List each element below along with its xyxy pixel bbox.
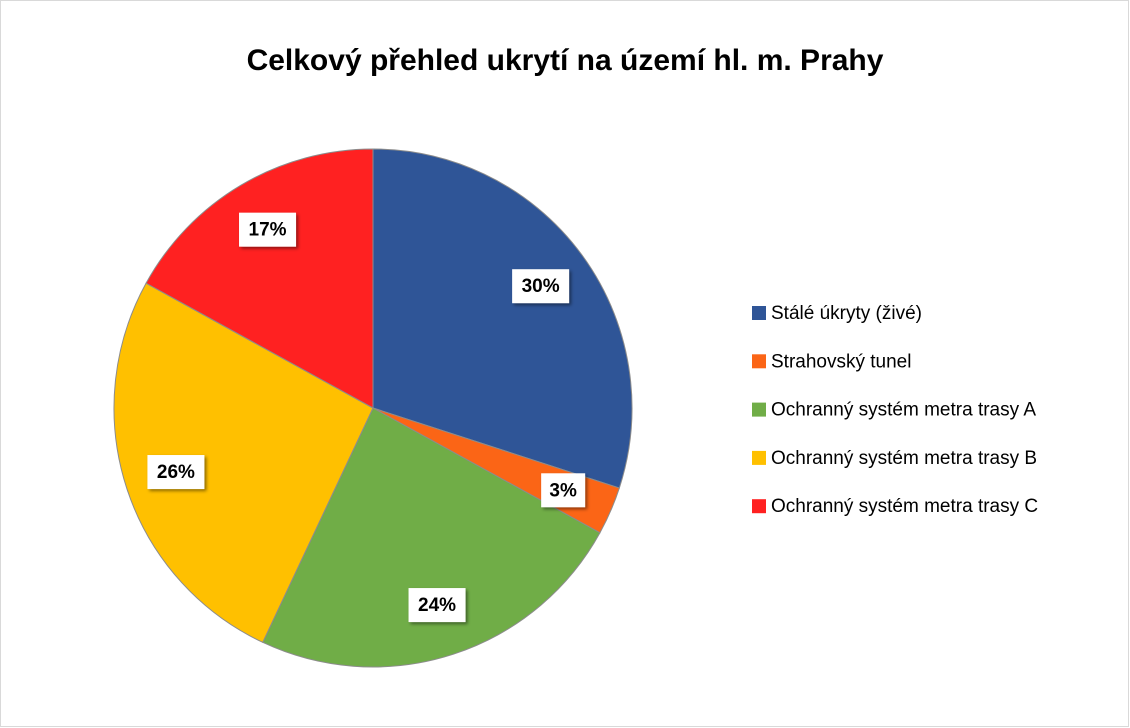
- data-label-box: [147, 455, 205, 490]
- legend-label: Ochranný systém metra trasy B: [771, 448, 1037, 469]
- legend-swatch: [752, 450, 766, 465]
- data-label: 30%: [522, 276, 560, 297]
- chart-title: Celkový přehled ukrytí na území hl. m. P…: [247, 44, 884, 77]
- pie-slice: [113, 282, 374, 644]
- data-label: 3%: [549, 480, 577, 501]
- legend-label: Ochranný systém metra trasy A: [771, 400, 1036, 421]
- legend-swatch: [752, 354, 766, 369]
- legend-label: Stálé úkryty (živé): [771, 303, 922, 324]
- data-label-box: [512, 269, 570, 304]
- legend-swatch: [752, 499, 766, 514]
- pie-slice: [262, 407, 601, 668]
- data-label: 26%: [157, 462, 195, 483]
- pie-slice: [372, 148, 633, 489]
- pie-slice: [145, 148, 374, 409]
- legend-label: Ochranný systém metra trasy C: [771, 496, 1038, 517]
- legend-swatch: [752, 306, 766, 320]
- data-label: 24%: [418, 595, 456, 616]
- data-label: 17%: [249, 220, 287, 241]
- data-label-box: [408, 588, 466, 623]
- data-label-box: [541, 473, 586, 508]
- legend-swatch: [752, 402, 766, 417]
- data-label-box: [239, 212, 297, 247]
- legend-label: Strahovský tunel: [771, 351, 911, 372]
